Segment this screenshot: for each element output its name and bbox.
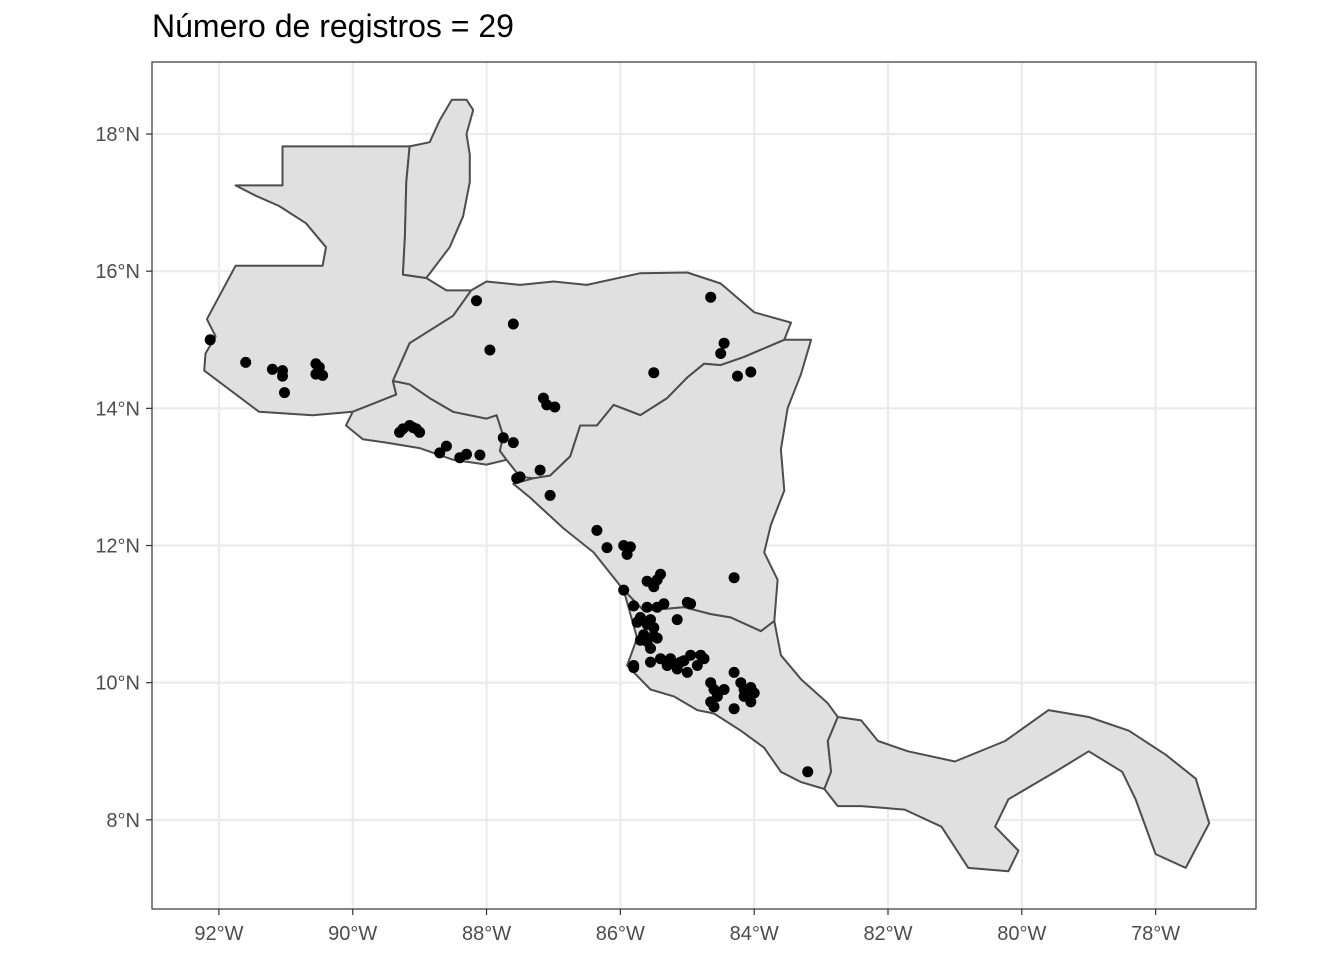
x-tick-label: 86°W <box>596 923 645 945</box>
record-point <box>279 387 290 399</box>
country-polygons <box>203 98 1211 873</box>
x-tick-label: 82°W <box>863 923 912 945</box>
record-point <box>277 370 288 382</box>
record-point <box>414 426 426 438</box>
record-point <box>601 542 613 554</box>
x-tick-label: 78°W <box>1131 923 1180 945</box>
record-point <box>748 687 760 699</box>
record-point <box>641 601 653 613</box>
record-point <box>668 658 680 669</box>
y-tick-label: 14°N <box>95 398 140 420</box>
record-point <box>698 653 710 665</box>
record-point <box>655 653 666 665</box>
record-point <box>628 662 640 674</box>
record-point <box>474 449 486 461</box>
y-tick-label: 18°N <box>95 124 140 146</box>
record-point <box>658 598 670 610</box>
map-title: Número de registros = 29 <box>152 8 514 44</box>
record-point <box>648 622 660 634</box>
x-tick-label: 90°W <box>328 923 377 945</box>
x-axis: 92°W 90°W 88°W 86°W 84°W 82°W 80°W 78°W <box>194 909 1180 945</box>
record-point <box>621 548 633 560</box>
record-point <box>204 334 216 346</box>
x-tick-label: 88°W <box>462 923 511 945</box>
record-point <box>634 634 646 646</box>
record-point <box>317 369 329 381</box>
record-point <box>671 614 683 626</box>
record-point <box>645 642 656 654</box>
y-tick-label: 10°N <box>95 673 140 695</box>
record-point <box>648 581 660 593</box>
record-point <box>471 295 482 307</box>
y-tick-label: 16°N <box>95 261 140 283</box>
record-point <box>497 432 509 444</box>
record-point <box>591 524 603 536</box>
record-point <box>645 656 656 668</box>
country-shape-1 <box>401 98 475 279</box>
x-tick-label: 80°W <box>997 923 1046 945</box>
y-axis: 8°N 10°N 12°N 14°N 16°N 18°N <box>95 124 152 832</box>
record-points <box>204 291 814 778</box>
record-point <box>511 472 523 484</box>
record-point <box>240 356 252 368</box>
record-point <box>628 600 640 612</box>
record-point <box>728 703 740 715</box>
record-point <box>728 572 740 584</box>
y-tick-label: 12°N <box>95 536 140 558</box>
country-shape-6 <box>823 709 1211 873</box>
record-point <box>534 464 546 476</box>
record-point <box>715 348 727 359</box>
record-point <box>549 401 561 413</box>
panel-border <box>151 61 1257 910</box>
record-point <box>745 696 757 708</box>
record-point <box>655 568 666 580</box>
record-point <box>745 366 757 378</box>
record-point <box>705 291 717 303</box>
record-point <box>685 598 697 610</box>
record-point <box>681 666 693 678</box>
record-point <box>266 363 278 375</box>
record-point <box>507 318 519 330</box>
record-point <box>651 632 663 644</box>
record-point <box>648 367 660 379</box>
record-point <box>718 337 730 349</box>
record-point <box>802 766 814 778</box>
record-point <box>718 684 730 695</box>
record-point <box>544 489 556 501</box>
x-tick-label: 92°W <box>194 923 243 945</box>
record-point <box>484 344 496 356</box>
record-point <box>618 584 630 596</box>
record-point <box>728 666 740 678</box>
record-point <box>440 440 452 452</box>
x-tick-label: 84°W <box>730 923 779 945</box>
record-point <box>461 448 472 460</box>
y-tick-label: 8°N <box>106 810 140 832</box>
record-point <box>732 370 743 382</box>
record-point <box>691 660 703 671</box>
record-point <box>507 437 519 449</box>
record-point <box>685 649 697 661</box>
record-point <box>631 616 643 628</box>
record-point <box>434 447 446 459</box>
record-point <box>708 701 720 713</box>
